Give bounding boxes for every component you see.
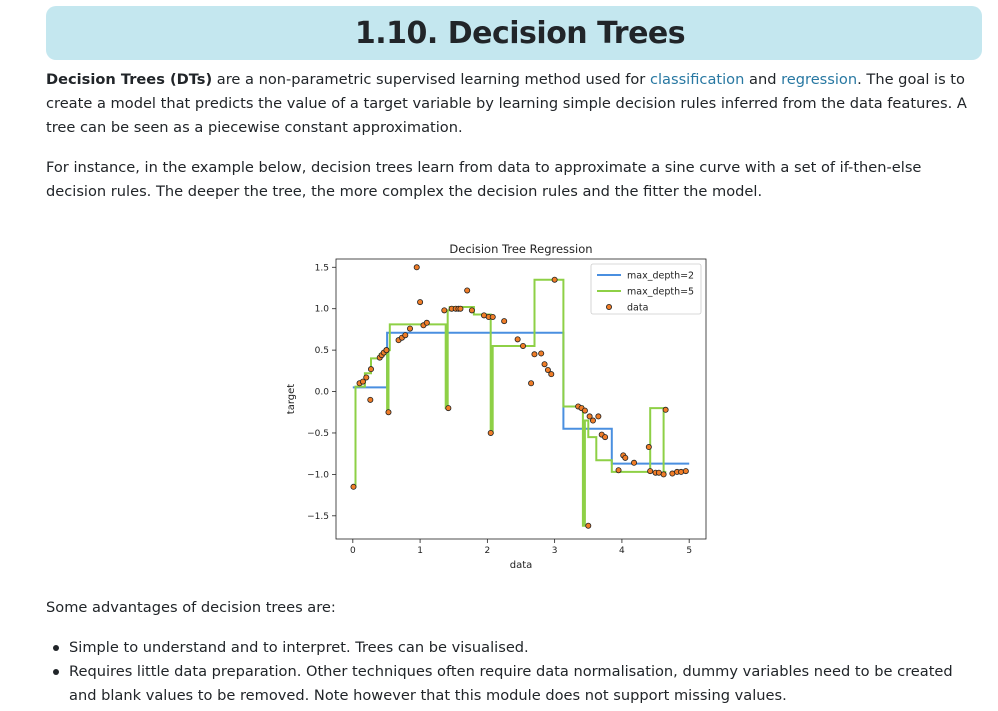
y-tick-label: 0.0 [315, 388, 330, 398]
data-point [615, 467, 622, 474]
data-point [423, 319, 430, 326]
data-point [645, 444, 652, 451]
data-point [528, 380, 535, 387]
data-point [489, 313, 496, 320]
data-point [367, 366, 374, 373]
data-point [531, 351, 538, 358]
list-item: Simple to understand and to interpret. T… [46, 636, 981, 660]
data-point [541, 361, 548, 368]
term-decision-trees: Decision Trees (DTs) [46, 71, 213, 88]
x-tick-label: 2 [484, 546, 490, 556]
data-point [385, 409, 392, 416]
data-point [406, 325, 413, 332]
data-point [622, 454, 629, 461]
intro-text-2: and [744, 71, 782, 88]
intro-text-1: are a non-parametric supervised learning… [212, 71, 650, 88]
plot-frame [335, 258, 707, 540]
data-point [363, 374, 370, 381]
data-point [359, 378, 366, 385]
data-point [487, 429, 494, 436]
y-tick-label: −0.5 [307, 429, 329, 439]
data-point [678, 468, 685, 475]
data-point [544, 367, 551, 374]
data-point [585, 522, 592, 529]
data-point [551, 276, 558, 283]
data-point [350, 483, 357, 490]
classification-link[interactable]: classification [649, 71, 745, 88]
data-point [660, 471, 667, 478]
x-tick-label: 3 [552, 546, 558, 556]
y-tick-label: 1.0 [315, 305, 330, 315]
y-axis-label: target [286, 384, 297, 414]
page-title: 1.10. Decision Trees [354, 15, 686, 51]
data-point [417, 299, 424, 306]
data-point [682, 468, 689, 475]
data-point [647, 468, 654, 475]
data-point [514, 336, 521, 343]
series-line-max-depth-2 [352, 331, 690, 465]
data-point [586, 413, 593, 420]
data-point [464, 287, 471, 294]
data-point [468, 307, 475, 314]
data-point [595, 413, 602, 420]
legend-label: max_depth=2 [627, 271, 694, 282]
data-point [589, 417, 596, 424]
x-tick-label: 5 [686, 546, 692, 556]
y-tick-label: 1.5 [315, 263, 329, 273]
y-tick-label: −1.0 [307, 470, 329, 480]
regression-link[interactable]: regression [781, 71, 858, 88]
decision-tree-regression-chart: Decision Tree Regression 0 1 2 3 4 5 −1.5 −1.0 −0… [286, 242, 707, 571]
data-point [548, 371, 555, 378]
example-paragraph: For instance, in the example below, deci… [46, 159, 922, 200]
data-point [441, 307, 448, 314]
data-point [581, 407, 588, 414]
data-point [457, 305, 464, 312]
legend-label: data [627, 303, 648, 314]
advantages-intro: Some advantages of decision trees are: [46, 599, 336, 616]
x-tick-label: 0 [350, 546, 356, 556]
data-point [445, 405, 452, 412]
legend-label: max_depth=5 [627, 287, 694, 298]
intro-text-3: . The goal is to create a model that pre… [46, 71, 967, 136]
y-tick-label: 0.5 [315, 346, 329, 356]
advantages-list: Simple to understand and to interpret. T… [46, 636, 981, 708]
series-line-max-depth-5 [352, 278, 667, 527]
data-point [402, 332, 409, 339]
chart-title: Decision Tree Regression [449, 242, 592, 256]
x-tick-label: 4 [619, 546, 625, 556]
x-tick-label: 1 [417, 546, 423, 556]
x-axis-label: data [510, 560, 533, 571]
data-point [631, 459, 638, 466]
page-title-banner: 1.10. Decision Trees [46, 6, 982, 60]
legend-box [590, 263, 702, 315]
list-item: Requires little data preparation. Other … [46, 660, 981, 708]
data-point [602, 434, 609, 441]
data-point [367, 396, 374, 403]
data-point [501, 318, 508, 325]
y-tick-label: −1.5 [307, 512, 329, 522]
data-point [538, 350, 545, 357]
intro-paragraph: Decision Trees (DTs) are a non-parametri… [46, 68, 981, 140]
data-point [520, 342, 527, 349]
data-point [383, 347, 390, 354]
data-point [662, 406, 669, 413]
data-point [413, 264, 420, 271]
legend-swatch [605, 304, 612, 311]
